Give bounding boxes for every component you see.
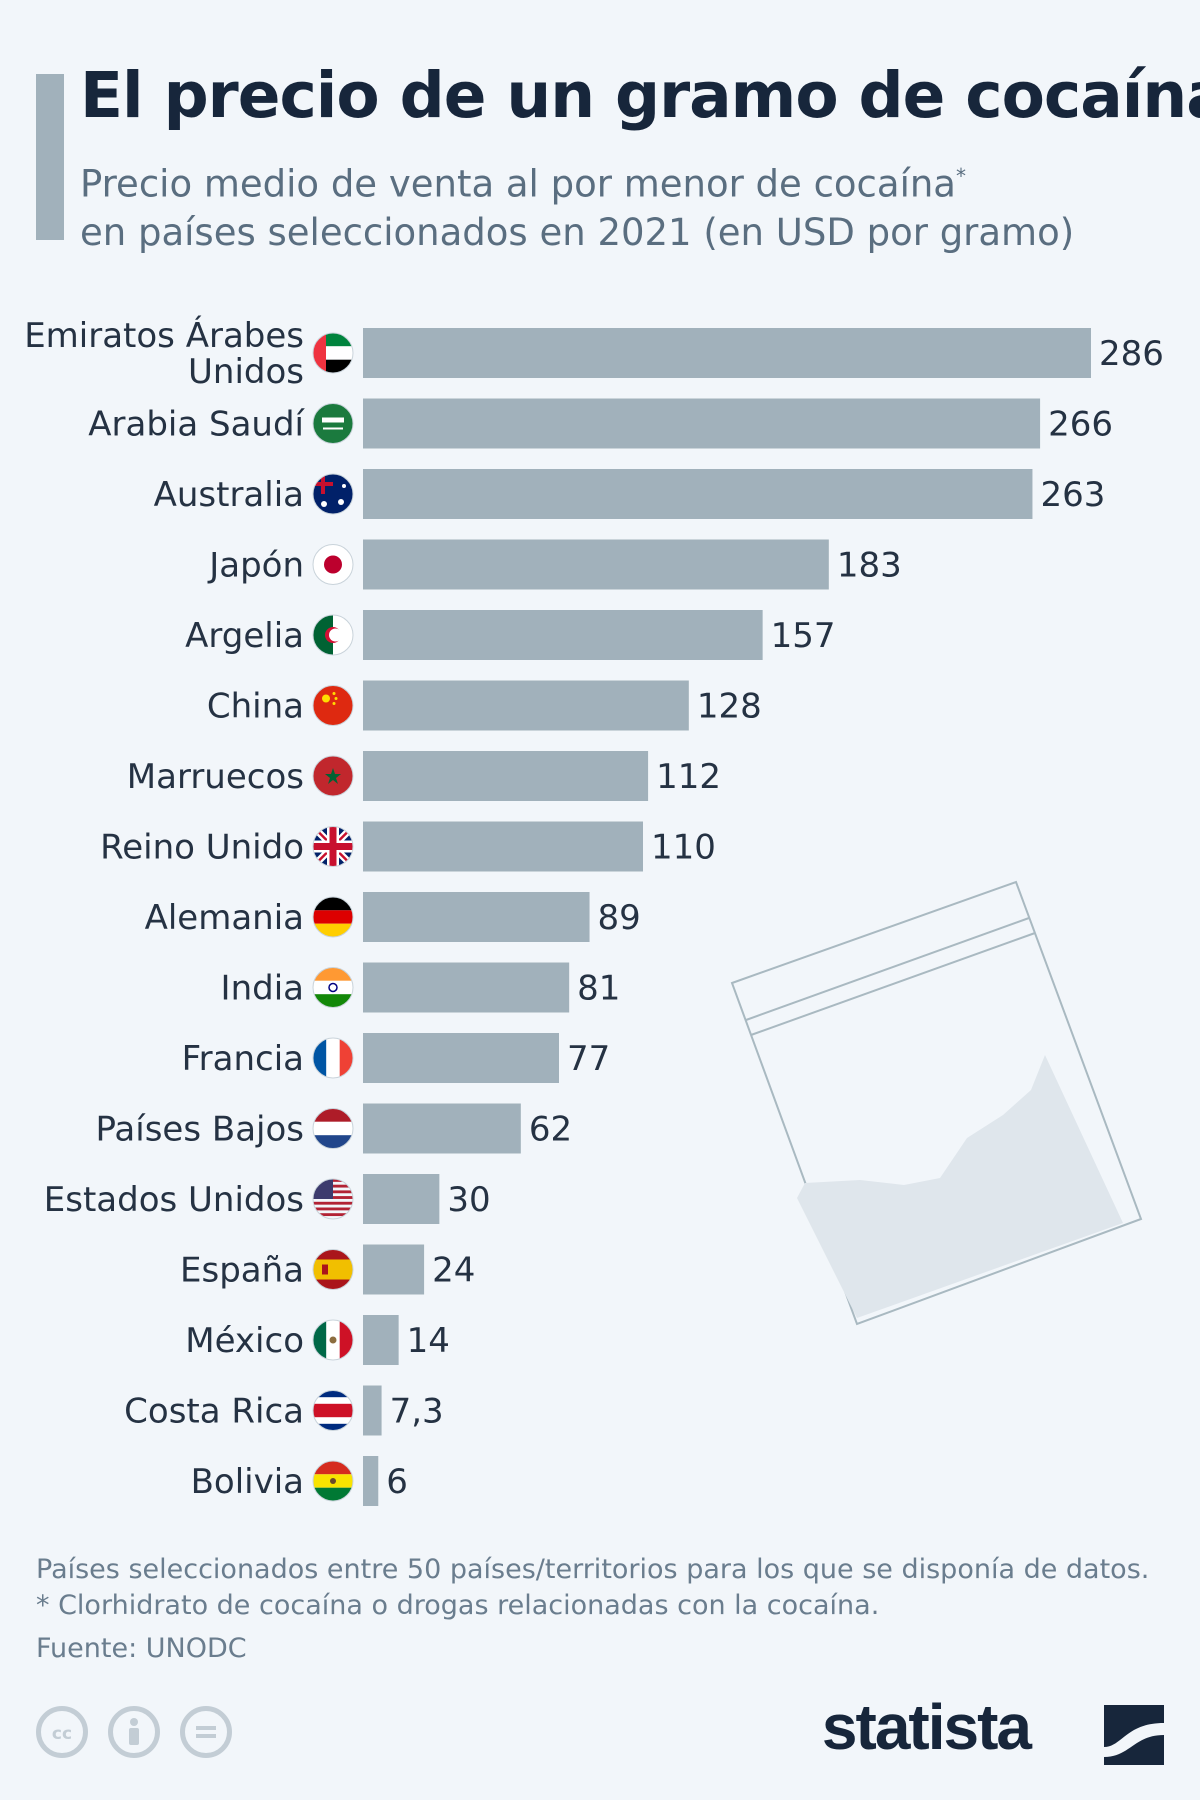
bar-13 [363, 1244, 425, 1295]
category-label-15: Costa Rica [124, 1392, 304, 1432]
category-label-8: Alemania [145, 898, 304, 938]
category-label-10: Francia [182, 1039, 304, 1079]
title-accent-bar [36, 74, 64, 240]
subtitle-line2: en países seleccionados en 2021 (en USD … [80, 211, 1075, 255]
china-flag-icon [312, 685, 354, 726]
no-derivatives-icon[interactable] [180, 1706, 232, 1758]
morocco-flag-icon [312, 755, 354, 797]
statista-logo-icon [1104, 1705, 1164, 1765]
chart-title: El precio de un gramo de cocaína [80, 59, 1200, 132]
bar-6 [363, 751, 649, 801]
value-label-7: 110 [651, 828, 716, 868]
category-label-12: Estados Unidos [44, 1180, 304, 1220]
value-label-14: 14 [407, 1321, 450, 1361]
footnote-definition: * Clorhidrato de cocaína o drogas relaci… [36, 1590, 880, 1621]
chart-subtitle: Precio medio de venta al por menor de co… [80, 152, 1160, 257]
bar-14 [363, 1315, 399, 1365]
value-label-15: 7,3 [390, 1392, 444, 1432]
source-note: Fuente: UNODC [36, 1633, 247, 1664]
value-label-1: 266 [1048, 405, 1113, 445]
value-label-12: 30 [447, 1180, 490, 1220]
value-label-0: 286 [1099, 334, 1164, 374]
bar-11 [363, 1103, 521, 1154]
category-label-3: Japón [207, 546, 304, 586]
category-label-0-line0: Emiratos Árabes [24, 315, 304, 356]
india-flag-icon [312, 967, 354, 1008]
creative-commons-icon[interactable]: cc [36, 1706, 88, 1758]
category-label-16: Bolivia [191, 1462, 304, 1502]
bar-12 [363, 1174, 440, 1224]
attribution-icon[interactable] [108, 1706, 160, 1758]
bar-8 [363, 892, 590, 942]
footnote-selection: Países seleccionados entre 50 países/ter… [36, 1554, 1150, 1585]
category-label-1: Arabia Saudí [88, 405, 305, 445]
category-label-7: Reino Unido [100, 828, 304, 868]
spain-flag-icon [312, 1249, 354, 1290]
germany-flag-icon [312, 896, 354, 938]
value-label-11: 62 [529, 1110, 572, 1150]
bar-9 [363, 962, 570, 1013]
saudi-arabia-flag-icon [312, 403, 354, 444]
subtitle-asterisk: * [955, 164, 966, 188]
category-label-9: India [221, 969, 304, 1009]
value-label-2: 263 [1040, 475, 1105, 515]
category-label-4: Argelia [185, 616, 304, 656]
category-label-14: México [185, 1321, 304, 1361]
uk-flag-icon [312, 826, 354, 867]
france-flag-icon [312, 1037, 354, 1079]
bar-16 [363, 1456, 379, 1506]
bar-7 [363, 821, 643, 872]
netherlands-flag-icon [312, 1108, 354, 1149]
category-label-11: Países Bajos [95, 1110, 304, 1150]
bar-5 [363, 680, 689, 731]
category-label-6: Marruecos [127, 757, 304, 797]
value-label-8: 89 [598, 898, 641, 938]
japan-flag-icon [312, 544, 354, 585]
usa-flag-icon [312, 1178, 354, 1220]
value-label-10: 77 [567, 1039, 610, 1079]
value-label-5: 128 [697, 687, 762, 727]
uae-flag-icon [312, 332, 354, 374]
category-label-0-line1: Unidos [188, 352, 304, 392]
bar-1 [363, 398, 1041, 449]
statista-wordmark: statista [821, 1691, 1032, 1763]
category-label-2: Australia [154, 475, 304, 515]
value-label-16: 6 [386, 1462, 408, 1502]
value-label-9: 81 [577, 969, 620, 1009]
costa-rica-flag-icon [312, 1390, 354, 1431]
algeria-flag-icon [312, 614, 354, 656]
bar-3 [363, 539, 829, 590]
value-label-6: 112 [656, 757, 721, 797]
mexico-flag-icon [312, 1319, 354, 1361]
bar-10 [363, 1033, 559, 1083]
bar-4 [363, 610, 763, 660]
bar-0 [363, 328, 1091, 378]
bar-15 [363, 1385, 382, 1436]
bolivia-flag-icon [312, 1460, 354, 1502]
baggie-illustration [730, 880, 1143, 1326]
subtitle-line1: Precio medio de venta al por menor de co… [80, 162, 956, 206]
category-label-5: China [207, 687, 304, 727]
value-label-3: 183 [837, 546, 902, 586]
australia-flag-icon [312, 473, 354, 515]
value-label-13: 24 [432, 1251, 475, 1291]
category-label-13: España [180, 1251, 304, 1291]
bar-2 [363, 469, 1033, 519]
value-label-4: 157 [771, 616, 836, 656]
svg-text:cc: cc [52, 1724, 72, 1744]
